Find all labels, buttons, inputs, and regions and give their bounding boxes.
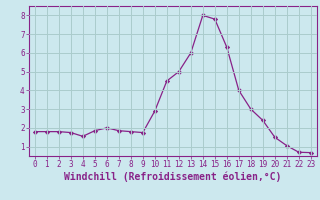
X-axis label: Windchill (Refroidissement éolien,°C): Windchill (Refroidissement éolien,°C) [64,172,282,182]
